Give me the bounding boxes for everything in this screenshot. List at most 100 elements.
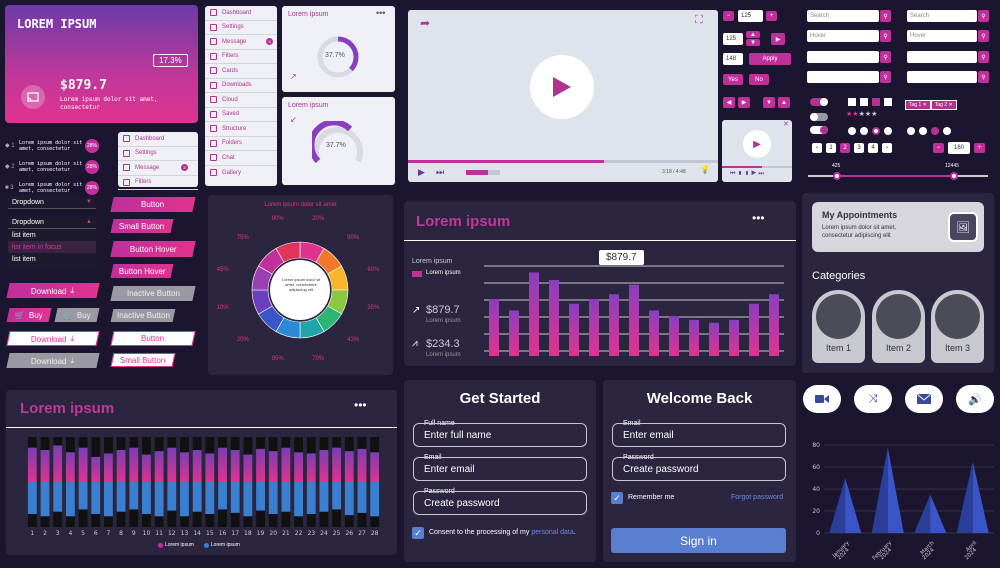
radio[interactable]	[907, 127, 915, 135]
bar-series-2[interactable]	[357, 482, 367, 513]
menu-item-cloud[interactable]: Cloud	[205, 93, 277, 108]
bar-series-2[interactable]	[103, 482, 113, 517]
star-rating[interactable]: ★★★★★	[846, 111, 878, 118]
bar-series-1[interactable]	[332, 447, 342, 482]
password-input[interactable]: Create password	[612, 457, 786, 481]
volume-slider[interactable]	[466, 170, 500, 175]
radio[interactable]	[860, 127, 868, 135]
bar-series-1[interactable]	[40, 450, 50, 482]
next-icon[interactable]: ⏭	[436, 167, 445, 177]
search-input-hover[interactable]: Hover	[807, 30, 879, 42]
page-prev[interactable]: ‹	[812, 143, 822, 153]
small-button[interactable]: Small Button	[110, 219, 174, 233]
download-outline-button[interactable]: Download ⤓	[6, 331, 100, 346]
bar[interactable]	[729, 319, 739, 356]
forgot-password-link[interactable]: Forgot password	[731, 494, 784, 501]
bar-series-1[interactable]	[154, 451, 164, 482]
dropdown-open[interactable]: Dropdown ▲ list item list item in focus l…	[8, 216, 96, 268]
password-input[interactable]: Create password	[413, 491, 587, 515]
stepper-plus-2[interactable]: +	[974, 143, 985, 153]
progress-track[interactable]	[408, 160, 718, 163]
bar-series-2[interactable]	[129, 482, 139, 510]
menu-item-chat[interactable]: Chat	[205, 151, 277, 166]
dropdown-header[interactable]: Dropdown ▲	[8, 216, 96, 229]
bar-series-1[interactable]	[103, 453, 113, 482]
bar-series-2[interactable]	[218, 482, 227, 510]
radio[interactable]	[943, 127, 951, 135]
bar[interactable]	[589, 299, 599, 356]
bar-series-1[interactable]	[116, 450, 126, 482]
checkbox[interactable]	[884, 98, 892, 106]
page-1[interactable]: 1	[826, 143, 836, 153]
menu-item-settings[interactable]: Settings	[118, 147, 198, 161]
dropdown-item-focus[interactable]: list item in focus	[8, 241, 96, 253]
bar-series-1[interactable]	[129, 447, 139, 482]
bar-series-2[interactable]	[370, 482, 380, 517]
bar-series-1[interactable]	[78, 447, 88, 482]
bar-series-2[interactable]	[230, 482, 240, 513]
bar-series-2[interactable]	[205, 482, 215, 514]
bar[interactable]	[489, 299, 499, 356]
full-name-input[interactable]: Enter full name	[413, 423, 587, 447]
sign-in-button[interactable]: Sign in	[611, 528, 786, 553]
stepper-value-4[interactable]: 160	[948, 142, 970, 154]
page-4[interactable]: 4	[868, 143, 878, 153]
pyramid-bar[interactable]	[871, 447, 888, 533]
search-icon[interactable]: ⚲	[978, 10, 989, 22]
bar-series-1[interactable]	[294, 452, 304, 482]
bar[interactable]	[709, 322, 719, 356]
chevron-down-icon[interactable]: ▼	[763, 97, 775, 108]
search-input-alt-empty-2[interactable]	[907, 71, 977, 83]
search-icon[interactable]: ⚲	[880, 10, 891, 22]
consent-link[interactable]: personal data	[531, 529, 574, 536]
yes-button[interactable]: Yes	[723, 74, 743, 85]
stepper-plus[interactable]: +	[766, 11, 777, 21]
menu-item-structure[interactable]: Structure	[205, 122, 277, 137]
submit-arrow-button[interactable]: ▶	[771, 33, 785, 45]
chevron-right-icon[interactable]: ▶	[738, 97, 750, 108]
menu-item-saved[interactable]: Saved	[205, 108, 277, 122]
bar-series-2[interactable]	[180, 482, 189, 517]
bar-series-1[interactable]	[192, 450, 202, 482]
remember-checkbox[interactable]: ✓	[611, 492, 623, 504]
bar[interactable]	[769, 294, 779, 356]
appointments-card[interactable]: My Appointments Lorem ipsum dolor sit am…	[812, 202, 984, 252]
bar-series-1[interactable]	[205, 453, 215, 482]
radio-row[interactable]	[848, 127, 892, 135]
arrow-buttons[interactable]: ◀ ▶ ▼ ▲	[723, 97, 790, 108]
menu-item-message[interactable]: Message 3	[118, 161, 198, 176]
bar-series-1[interactable]	[218, 447, 227, 482]
bar[interactable]	[749, 303, 759, 356]
download-button[interactable]: Download ⤓	[6, 283, 100, 298]
dropdown-item[interactable]: list item	[12, 255, 36, 263]
bar-series-2[interactable]	[78, 482, 88, 510]
bar-series-2[interactable]	[344, 482, 354, 516]
bar-series-2[interactable]	[294, 482, 304, 517]
menu-item-dashboard[interactable]: Dashboard	[205, 6, 277, 21]
bar-series-2[interactable]	[306, 482, 316, 514]
pyramid-bar[interactable]	[914, 494, 931, 534]
radio[interactable]	[848, 127, 856, 135]
close-icon[interactable]: ✕	[783, 121, 789, 128]
menu-item-folders[interactable]: Folders	[205, 137, 277, 151]
bar-series-2[interactable]	[167, 482, 177, 511]
apply-button[interactable]: Apply	[749, 53, 791, 65]
checkbox-checked[interactable]	[872, 98, 880, 106]
bar-series-2[interactable]	[27, 482, 37, 514]
small-hover-button[interactable]: Button Hover	[110, 264, 174, 278]
bar[interactable]	[649, 310, 659, 356]
shuffle-button[interactable]: ⤨	[854, 385, 892, 413]
bar-series-2[interactable]	[256, 482, 265, 511]
radio[interactable]	[884, 127, 892, 135]
pyramid-bar[interactable]	[956, 461, 973, 534]
bar[interactable]	[629, 284, 639, 356]
outline-button[interactable]: Button	[110, 331, 196, 346]
bar-series-2[interactable]	[142, 482, 151, 514]
tag[interactable]: Tag 2 ✕	[931, 101, 956, 109]
small-outline-button[interactable]: Small Button	[110, 353, 176, 367]
hover-button[interactable]: Button Hover	[110, 241, 196, 257]
checkbox-row[interactable]	[848, 98, 892, 106]
pyramid-bar[interactable]	[829, 478, 846, 533]
search-input-alt[interactable]: Search	[907, 10, 977, 22]
bar[interactable]	[669, 316, 679, 356]
